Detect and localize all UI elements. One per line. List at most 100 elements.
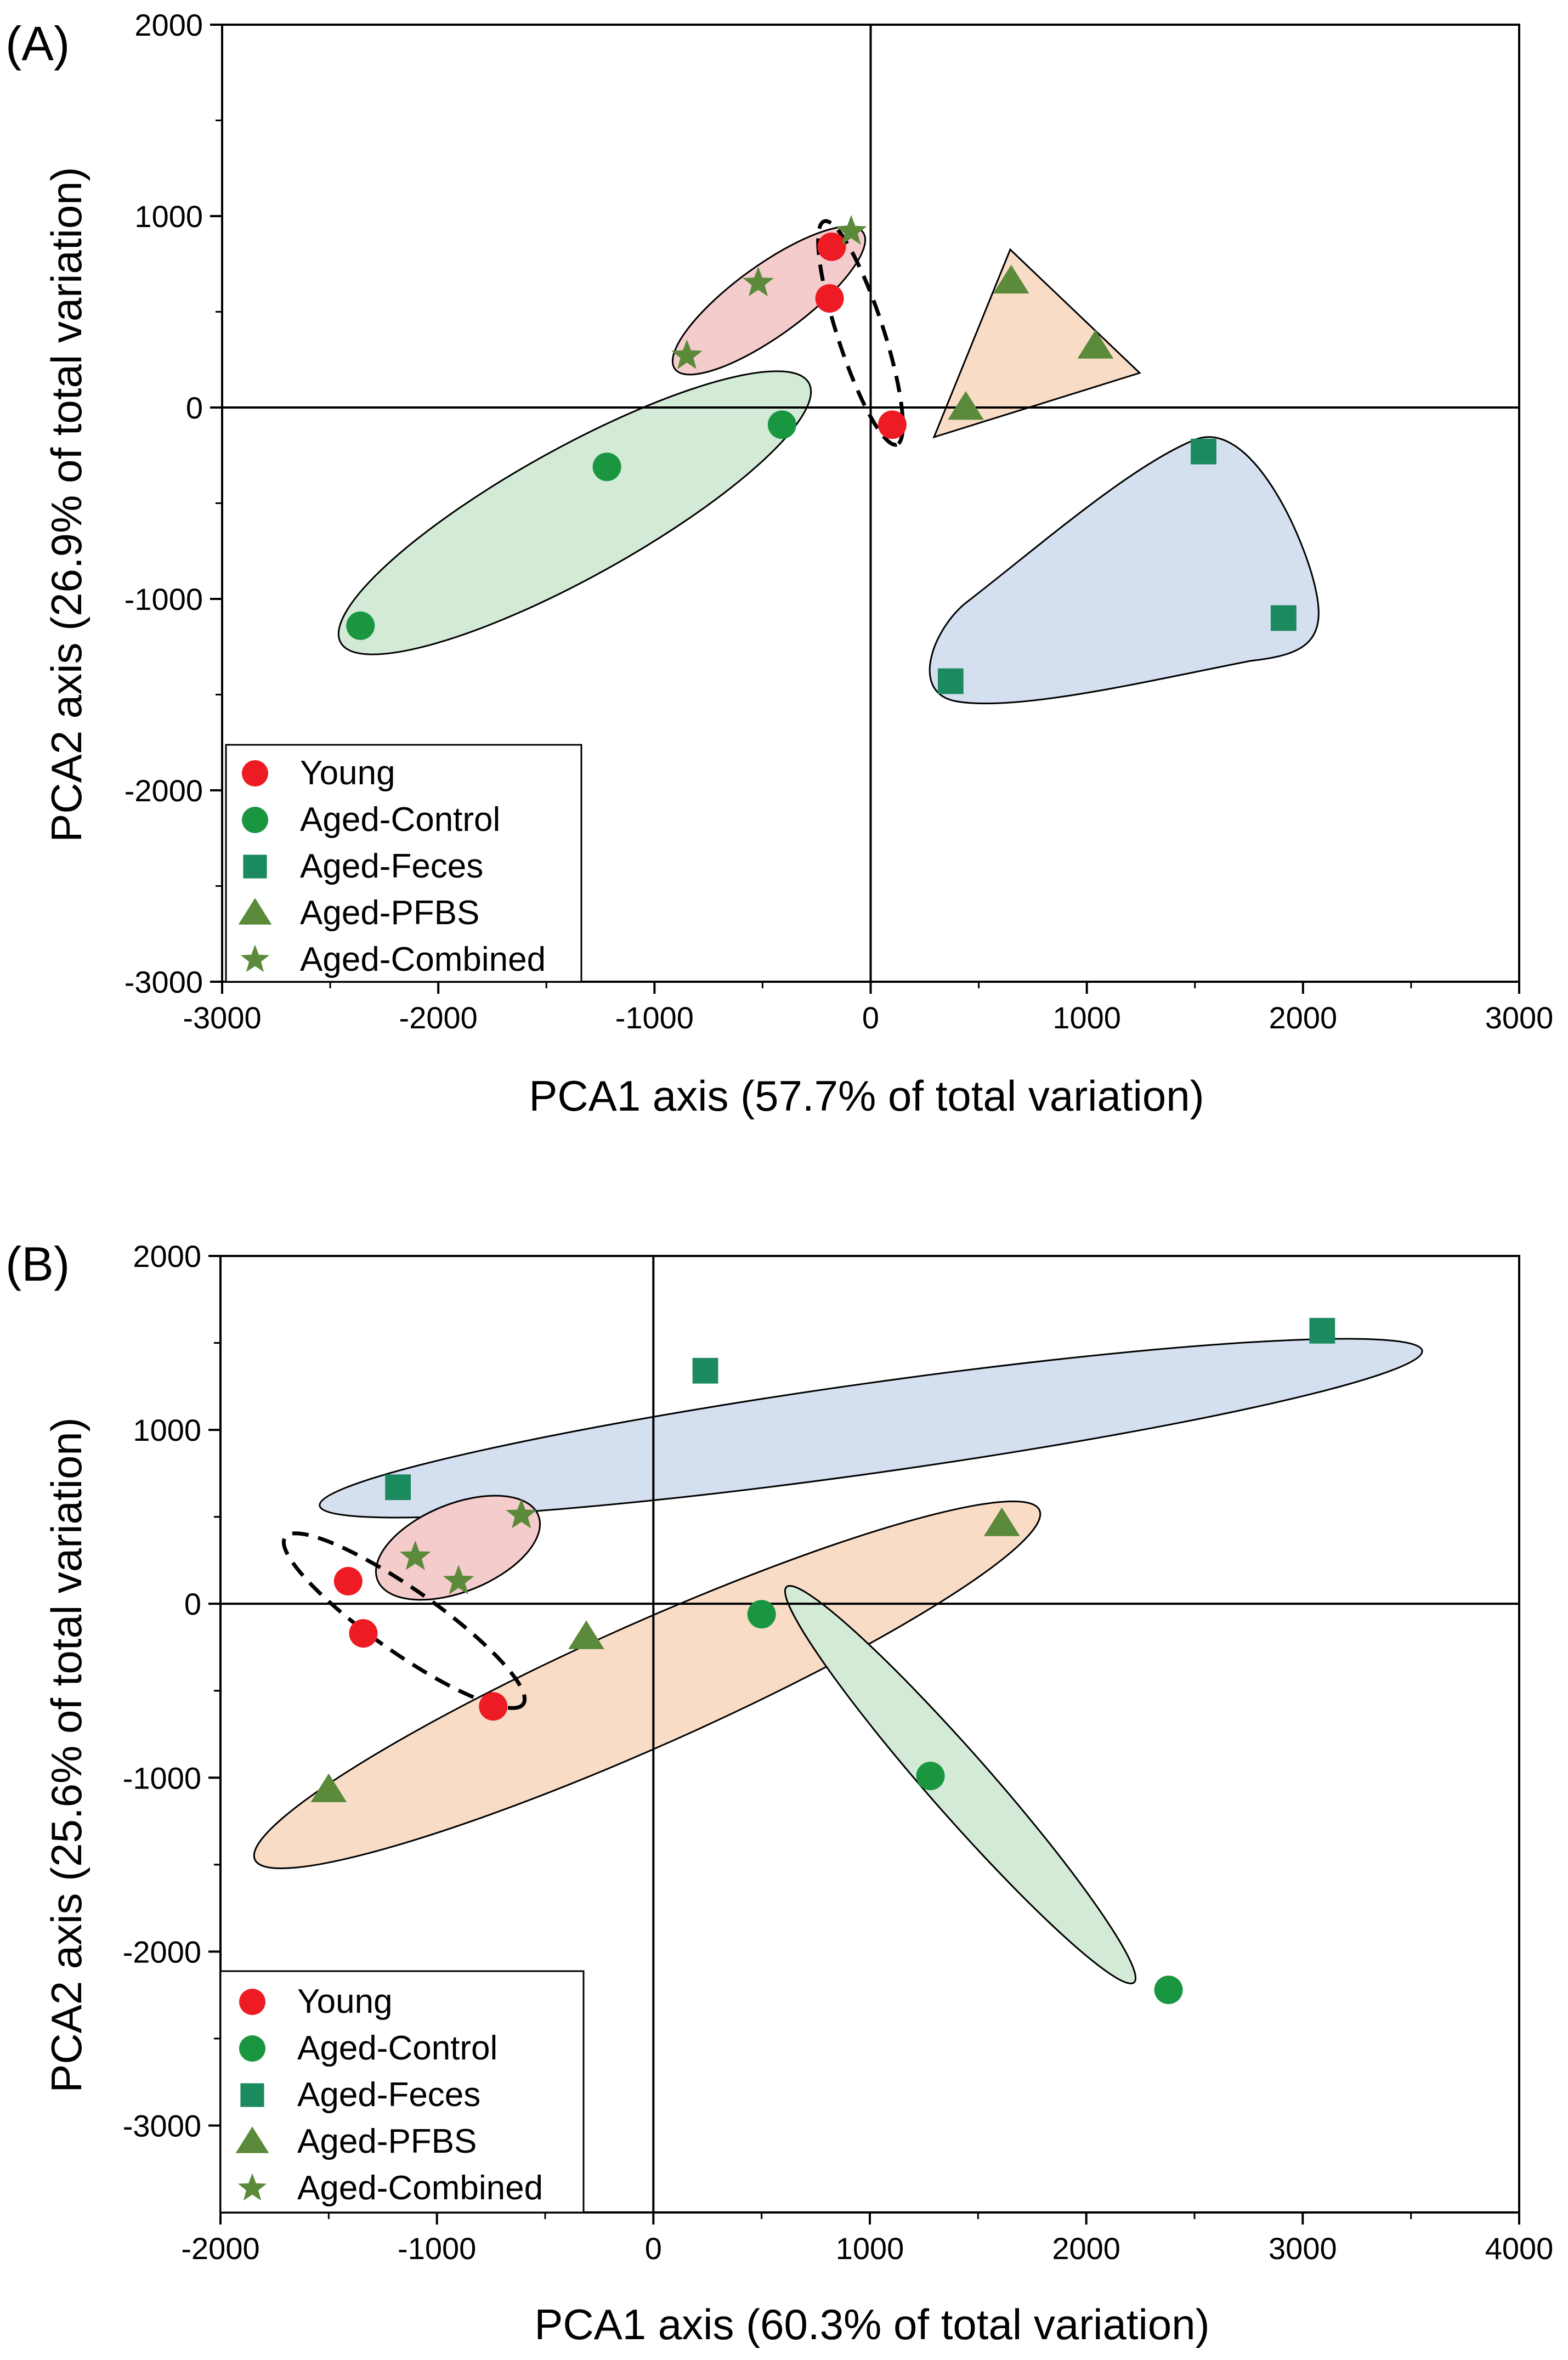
- y-tick-label-b: -1000: [123, 1761, 201, 1795]
- x-tick-label-a: -1000: [615, 1000, 694, 1035]
- legend-label-young-b: Young: [297, 1983, 393, 2021]
- point-aged-feces-a: [1191, 438, 1216, 465]
- legend-marker-aged-pfbs-a: [238, 898, 272, 925]
- point-aged-combined-a: [743, 267, 774, 297]
- x-tick-label-a: -2000: [399, 1000, 478, 1035]
- legend-marker-aged-combined-a: [240, 944, 270, 972]
- hull-aged-pfbs-a: [932, 248, 1141, 439]
- y-tick-label-a: -3000: [124, 965, 203, 999]
- point-aged-control-b: [747, 1600, 776, 1629]
- y-axis-label-b: PCA2 axis (25.6% of total variation): [42, 1417, 90, 2092]
- legend-label-young-a: Young: [300, 754, 395, 792]
- legend-marker-aged-feces-a: [243, 854, 267, 879]
- hull-aged-control-b: [784, 1585, 1137, 1984]
- point-aged-pfbs-b: [568, 1620, 604, 1649]
- y-tick-label-b: -3000: [123, 2108, 201, 2143]
- x-tick-label-b: 2000: [1052, 2231, 1120, 2266]
- hull-young-b: [281, 1531, 527, 1710]
- hull-aged-combined-a: [671, 225, 867, 376]
- legend-label-aged-pfbs-b: Aged-PFBS: [297, 2123, 477, 2160]
- point-young-b: [333, 1566, 363, 1595]
- legend-label-aged-control-b: Aged-Control: [297, 2029, 497, 2067]
- point-aged-combined-b: [399, 1540, 431, 1570]
- legend-marker-aged-control-a: [242, 807, 268, 833]
- x-tick-label-b: -2000: [181, 2231, 259, 2266]
- point-young-a: [815, 284, 844, 313]
- legend-label-aged-combined-a: Aged-Combined: [300, 941, 546, 978]
- x-tick-label-a: -3000: [183, 1000, 261, 1035]
- hull-aged-feces-a: [929, 436, 1320, 705]
- panel-label-a: (A): [5, 16, 70, 71]
- hull-aged-combined-b: [375, 1495, 541, 1601]
- legend-marker-aged-combined-b: [237, 2173, 267, 2201]
- point-aged-feces-a: [1270, 605, 1297, 631]
- y-tick-label-a: 2000: [134, 8, 203, 42]
- legend-a: Young Aged-Control Aged-Feces Aged-PFBS Aged…: [225, 744, 582, 983]
- y-tick-label-a: -1000: [124, 582, 203, 616]
- y-axis-label-a: PCA2 axis (26.9% of total variation): [42, 167, 90, 842]
- legend-marker-young-a: [242, 760, 268, 786]
- axes-b: -2000 -1000 0 1000 2000 3000 4000 -3000 -2000 -10…: [123, 1239, 1554, 2266]
- y-tick-label-a: 0: [186, 390, 203, 425]
- axes-a: -3000 -2000 -1000 0 1000 2000 3000 -3000 -2000 -1…: [124, 8, 1554, 1035]
- panel-label-b: (B): [5, 1237, 70, 1291]
- legend-marker-young-b: [239, 1989, 265, 2015]
- x-tick-label-b: 4000: [1485, 2231, 1554, 2266]
- legend-marker-aged-feces-b: [240, 2083, 264, 2107]
- x-tick-label-a: 3000: [1485, 1000, 1554, 1035]
- points-b: [310, 1317, 1335, 2005]
- points-a: [346, 215, 1297, 694]
- point-young-b: [479, 1692, 508, 1721]
- legend-marker-aged-control-b: [239, 2035, 265, 2062]
- point-aged-feces-b: [692, 1357, 718, 1384]
- x-tick-label-b: 3000: [1269, 2231, 1337, 2266]
- point-young-b: [349, 1619, 378, 1648]
- legend-label-aged-control-a: Aged-Control: [300, 801, 500, 839]
- hull-aged-feces-b: [319, 1338, 1423, 1519]
- hulls-b: [253, 1338, 1423, 1984]
- x-tick-label-b: 0: [645, 2231, 662, 2266]
- hull-aged-pfbs-b: [253, 1500, 1041, 1870]
- point-aged-pfbs-a: [993, 264, 1029, 294]
- legend-marker-aged-pfbs-b: [235, 2126, 269, 2153]
- point-aged-combined-a: [671, 339, 703, 369]
- legend-box-a: [225, 744, 582, 983]
- panel-a: (A) -3000 -2000 -1000 0 1000 2000 3000 -3000 -20…: [5, 8, 1553, 1120]
- hulls-a: [337, 219, 1320, 705]
- legend-b: Young Aged-Control Aged-Feces Aged-PFBS Aged…: [219, 1970, 585, 2214]
- point-aged-pfbs-a: [948, 391, 984, 420]
- x-axis-label-b: PCA1 axis (60.3% of total variation): [534, 2300, 1209, 2348]
- legend-entries-b: Young Aged-Control Aged-Feces Aged-PFBS Aged…: [235, 1983, 543, 2207]
- point-aged-pfbs-a: [1077, 330, 1114, 359]
- legend-label-aged-feces-b: Aged-Feces: [297, 2076, 480, 2114]
- legend-entries-a: Young Aged-Control Aged-Feces Aged-PFBS Aged…: [238, 754, 546, 978]
- point-aged-feces-b: [385, 1474, 411, 1501]
- legend-label-aged-feces-a: Aged-Feces: [300, 847, 483, 885]
- point-aged-pfbs-b: [983, 1507, 1020, 1536]
- point-young-a: [817, 232, 846, 261]
- legend-label-aged-pfbs-a: Aged-PFBS: [300, 894, 479, 932]
- x-tick-label-b: -1000: [398, 2231, 476, 2266]
- y-tick-label-a: -2000: [124, 773, 203, 808]
- y-tick-label-b: -2000: [123, 1934, 201, 1969]
- point-aged-pfbs-b: [310, 1773, 347, 1802]
- y-tick-label-b: 0: [184, 1587, 201, 1621]
- point-aged-feces-a: [937, 668, 964, 694]
- point-aged-combined-a: [835, 215, 867, 245]
- point-aged-control-a: [767, 410, 796, 439]
- point-aged-feces-b: [1309, 1317, 1335, 1344]
- hull-aged-control-a: [337, 370, 812, 655]
- legend-box-b: [219, 1970, 585, 2214]
- point-aged-combined-b: [443, 1565, 474, 1595]
- point-aged-combined-b: [506, 1498, 537, 1529]
- x-tick-label-b: 1000: [836, 2231, 904, 2266]
- hull-young-a: [816, 219, 905, 447]
- legend-label-aged-combined-b: Aged-Combined: [297, 2169, 543, 2207]
- panel-b: (B) -2000 -1000 0 1000 2000 3000 4000-3000-200…: [5, 1237, 1553, 2348]
- y-tick-label-a: 1000: [134, 199, 203, 234]
- point-young-a: [878, 410, 907, 439]
- x-tick-label-a: 1000: [1052, 1000, 1121, 1035]
- point-aged-control-b: [916, 1762, 945, 1791]
- x-tick-label-a: 0: [862, 1000, 879, 1035]
